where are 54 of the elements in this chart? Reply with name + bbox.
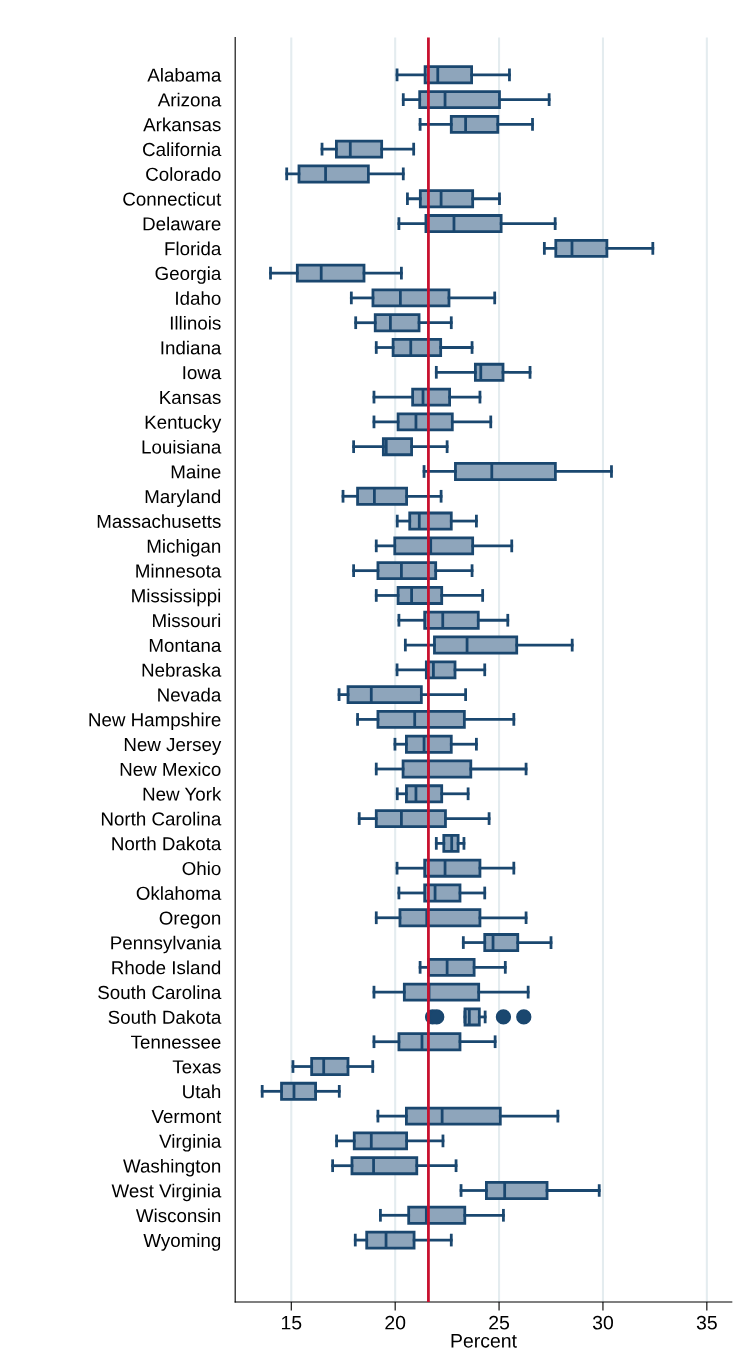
y-tick-label: Illinois bbox=[170, 315, 221, 330]
x-axis-title: Percent bbox=[451, 1334, 517, 1348]
y-tick-label: North Dakota bbox=[112, 836, 222, 851]
x-tick-label: 25 bbox=[489, 1315, 510, 1330]
y-tick-label: Mississippi bbox=[132, 588, 221, 607]
y-tick-label: Pennsylvania bbox=[111, 935, 222, 954]
y-tick-label: Nebraska bbox=[142, 663, 222, 677]
y-tick-label: Ohio bbox=[182, 861, 221, 876]
y-tick-label: Nevada bbox=[158, 687, 222, 702]
y-tick-label: Idaho bbox=[176, 291, 221, 305]
y-tick-label: Virginia bbox=[159, 1134, 222, 1152]
y-tick-label: New York bbox=[143, 787, 222, 801]
y-tick-label: Arizona bbox=[157, 92, 222, 107]
y-tick-label: Georgia bbox=[155, 266, 222, 284]
y-tick-label: Maine bbox=[171, 464, 221, 479]
y-tick-label: Michigan bbox=[147, 539, 221, 557]
y-tick-label: Oregon bbox=[159, 911, 221, 929]
x-tick-label: 15 bbox=[281, 1315, 302, 1330]
y-tick-label: Massachusetts bbox=[97, 514, 221, 529]
y-tick-label: North Carolina bbox=[101, 811, 222, 826]
x-tick-label: 30 bbox=[592, 1315, 614, 1330]
x-tick-label: 35 bbox=[696, 1315, 717, 1330]
y-tick-label: Iowa bbox=[183, 366, 222, 380]
y-tick-label: Indiana bbox=[161, 340, 222, 355]
y-tick-label: Wisconsin bbox=[135, 1208, 221, 1223]
y-tick-label: Colorado bbox=[146, 167, 221, 181]
y-tick-label: California bbox=[143, 142, 222, 157]
y-tick-label: Rhode Island bbox=[112, 960, 221, 975]
y-tick-label: New Mexico bbox=[120, 762, 221, 776]
y-tick-label: New Hampshire bbox=[89, 712, 221, 731]
y-tick-label: South Carolina bbox=[98, 985, 222, 1000]
y-tick-label: Arkansas bbox=[143, 117, 221, 132]
y-tick-label: Delaware bbox=[143, 216, 221, 231]
y-tick-label: Minnesota bbox=[136, 563, 222, 578]
y-tick-label: Oklahoma bbox=[136, 886, 222, 900]
y-tick-label: Missouri bbox=[153, 613, 221, 628]
y-tick-label: Vermont bbox=[151, 1110, 222, 1124]
y-tick-label: South Dakota bbox=[108, 1010, 222, 1024]
y-tick-label: Alabama bbox=[147, 67, 222, 82]
y-tick-label: Utah bbox=[183, 1084, 221, 1099]
y-tick-label: Maryland bbox=[145, 489, 221, 507]
y-tick-label: New Jersey bbox=[124, 738, 222, 755]
y-tick-label: Connecticut bbox=[123, 191, 222, 206]
y-tick-label: West Virginia bbox=[111, 1183, 222, 1202]
y-tick-label: Louisiana bbox=[142, 439, 222, 454]
y-tick-label: Tennessee bbox=[131, 1035, 221, 1049]
x-tick-label: 20 bbox=[385, 1315, 406, 1330]
y-tick-label: Montana bbox=[149, 638, 222, 653]
y-tick-label: Florida bbox=[165, 241, 222, 256]
y-tick-label: Kentucky bbox=[145, 415, 222, 433]
y-tick-label: Wyoming bbox=[143, 1233, 221, 1251]
y-tick-label: Kansas bbox=[160, 390, 221, 405]
y-tick-label: Texas bbox=[172, 1060, 221, 1074]
y-tick-label: Washington bbox=[123, 1158, 221, 1177]
